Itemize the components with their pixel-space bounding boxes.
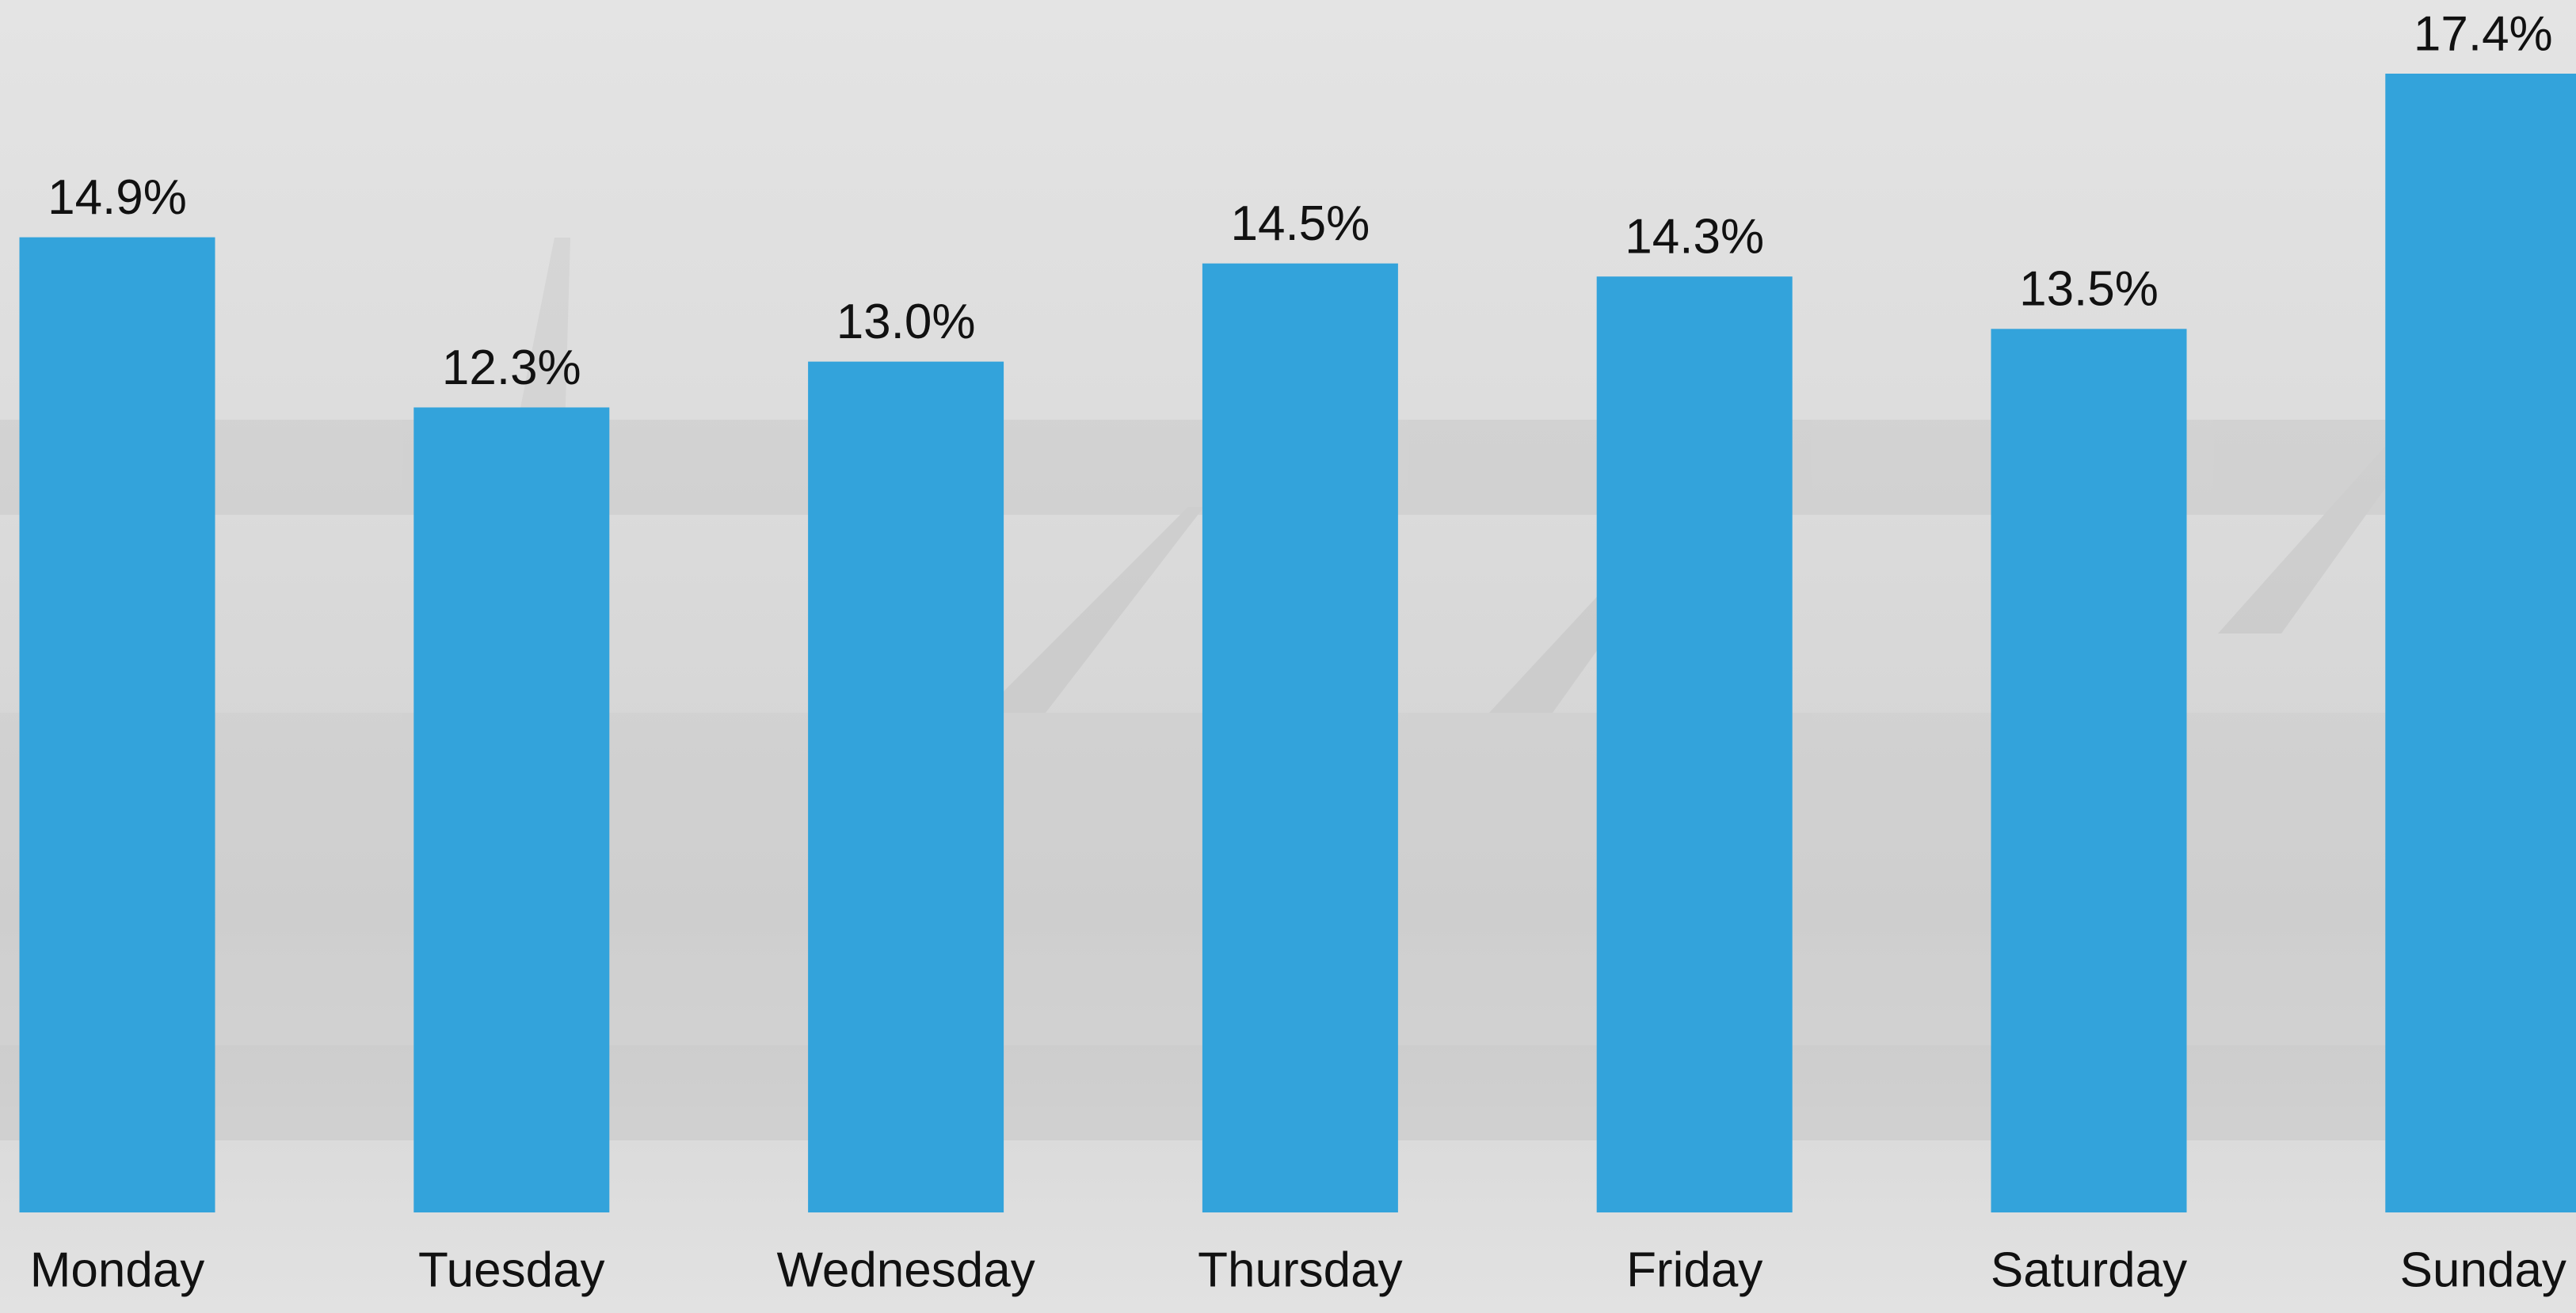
bar (2385, 74, 2576, 1212)
value-label: 14.5% (1230, 196, 1370, 251)
x-tick-label: Sunday (2400, 1243, 2566, 1297)
value-label: 14.9% (48, 170, 187, 225)
value-label: 13.5% (2019, 262, 2159, 317)
x-tick-label: Saturday (1991, 1243, 2187, 1297)
x-tick-label: Wednesday (776, 1243, 1035, 1297)
value-label: 13.0% (836, 295, 976, 349)
bar (1597, 276, 1793, 1212)
x-tick-label: Monday (30, 1243, 205, 1297)
bar (20, 238, 215, 1212)
bar (808, 362, 1004, 1212)
page: {"chart_data": {"type": "bar", "categori… (0, 0, 2576, 1313)
bar (1202, 264, 1398, 1212)
value-label: 14.3% (1625, 210, 1764, 265)
chart: 14.9% Monday 12.3% Tuesday 13.0% Wednesday 14.… (0, 0, 2576, 1313)
value-label: 12.3% (442, 341, 581, 395)
x-tick-label: Tuesday (418, 1243, 605, 1297)
bar (1991, 329, 2187, 1212)
x-tick-label: Thursday (1198, 1243, 1402, 1297)
bar (413, 407, 609, 1212)
value-label: 17.4% (2414, 6, 2553, 61)
x-tick-label: Friday (1626, 1243, 1762, 1297)
